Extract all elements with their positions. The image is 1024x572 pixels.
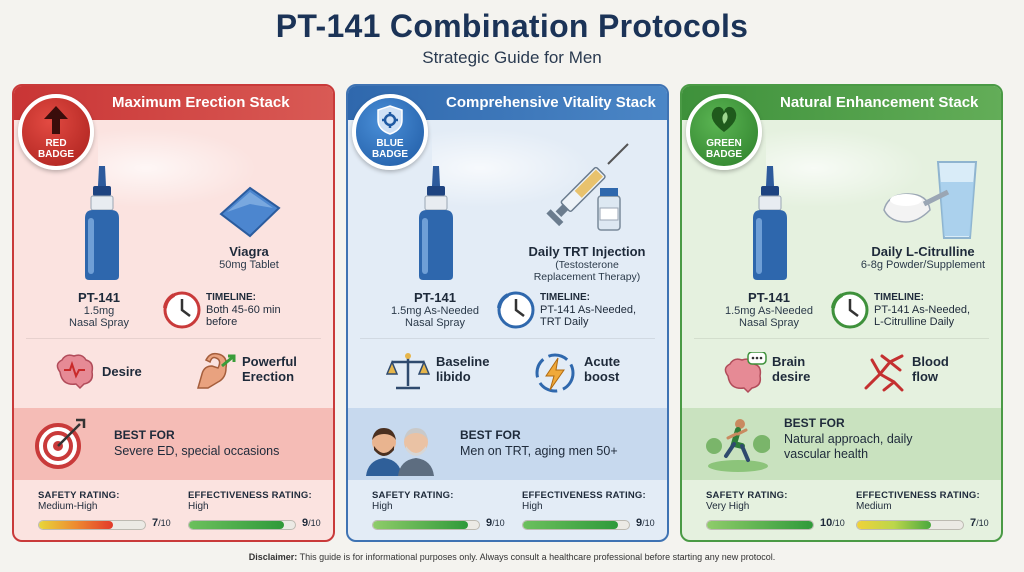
blue-badge: BLUE BADGE [352, 94, 428, 170]
pill-icon [210, 184, 290, 245]
page-subtitle: Strategic Guide for Men [422, 48, 602, 67]
page-title: PT-141 Combination Protocols [275, 8, 749, 44]
balance-scale-icon [385, 352, 431, 397]
safety-fill [373, 521, 469, 529]
effectiveness-rating: EFFECTIVENESS RATING: High 9/10 [522, 490, 655, 530]
companion-label: Daily L-Citrulline 6-8g Powder/Supplemen… [860, 244, 986, 271]
effectiveness-fill [523, 521, 619, 529]
divider [694, 338, 989, 339]
target-icon [34, 418, 86, 475]
safety-rating-bar [706, 520, 814, 530]
safety-rating: SAFETY RATING: Medium-High 7/10 [38, 490, 171, 530]
pt141-label: PT-141 1.5mg As-Needed Nasal Spray [390, 290, 480, 329]
syringe-vial-icon [534, 138, 638, 243]
effectiveness-rating: EFFECTIVENESS RATING: High 9/10 [188, 490, 321, 530]
two-men-icon [364, 420, 436, 481]
lightning-icon [534, 352, 576, 399]
powder-and-water-glass-icon [878, 152, 988, 247]
badge-label: RED BADGE [37, 138, 75, 160]
companion-label: Viagra 50mg Tablet [219, 244, 279, 271]
effectiveness-fill [189, 521, 285, 529]
effectiveness-fill [857, 521, 932, 529]
spray-mist [432, 128, 592, 208]
effectiveness-rating-bar [522, 520, 630, 530]
clock-icon [830, 290, 870, 335]
effectiveness-rating-bar [188, 520, 296, 530]
disclaimer: Disclaimer: This guide is for informatio… [248, 552, 776, 562]
clock-icon [496, 290, 536, 335]
heart-leaf-icon [690, 104, 758, 139]
pt141-label: PT-141 1.5mg Nasal Spray [69, 290, 129, 329]
divider [26, 338, 321, 339]
safety-fill [39, 521, 114, 529]
best-for-section: BEST FOR Men on TRT, aging men 50+ [348, 408, 667, 480]
nasal-spray-bottle-icon [747, 164, 793, 287]
badge-label: BLUE BADGE [371, 138, 409, 160]
spray-mist [98, 128, 258, 208]
safety-rating-bar [38, 520, 146, 530]
safety-fill [707, 521, 813, 529]
flexed-arm-icon [192, 352, 238, 397]
nasal-spray-bottle-icon [413, 164, 459, 287]
effectiveness-rating: EFFECTIVENESS RATING: Medium 7/10 [856, 490, 989, 530]
badge-label: GREEN BADGE [705, 138, 743, 160]
shield-gear-icon [356, 104, 424, 141]
nasal-spray-bottle-icon [79, 164, 125, 287]
blood-vessels-icon [862, 352, 906, 397]
effectiveness-rating-bar [856, 520, 964, 530]
safety-rating: SAFETY RATING: Very High 10/10 [706, 490, 845, 530]
green-badge: GREEN BADGE [686, 94, 762, 170]
safety-rating-bar [372, 520, 480, 530]
card-maximum-erection-stack: Maximum Erection Stack RED BADGE PT-141 1… [12, 84, 335, 542]
red-badge: RED BADGE [18, 94, 94, 170]
best-for-section: BEST FOR Severe ED, special occasions [14, 408, 333, 480]
card-natural-enhancement-stack: Natural Enhancement Stack GREEN BADGE PT-… [680, 84, 1003, 542]
up-arrow-icon [22, 104, 90, 141]
clock-icon [162, 290, 202, 335]
pt141-label: PT-141 1.5mg As-Needed Nasal Spray [724, 290, 814, 329]
divider [360, 338, 655, 339]
companion-label: Daily TRT Injection (Testosterone Replac… [528, 244, 646, 283]
card-comprehensive-vitality-stack: Comprehensive Vitality Stack BLUE BADGE P… [346, 84, 669, 542]
runner-icon [706, 416, 771, 477]
best-for-section: BEST FOR Natural approach, daily vascular… [682, 408, 1001, 480]
brain-icon [52, 352, 96, 395]
safety-rating: SAFETY RATING: High 9/10 [372, 490, 505, 530]
brain-speech-icon [722, 351, 768, 399]
